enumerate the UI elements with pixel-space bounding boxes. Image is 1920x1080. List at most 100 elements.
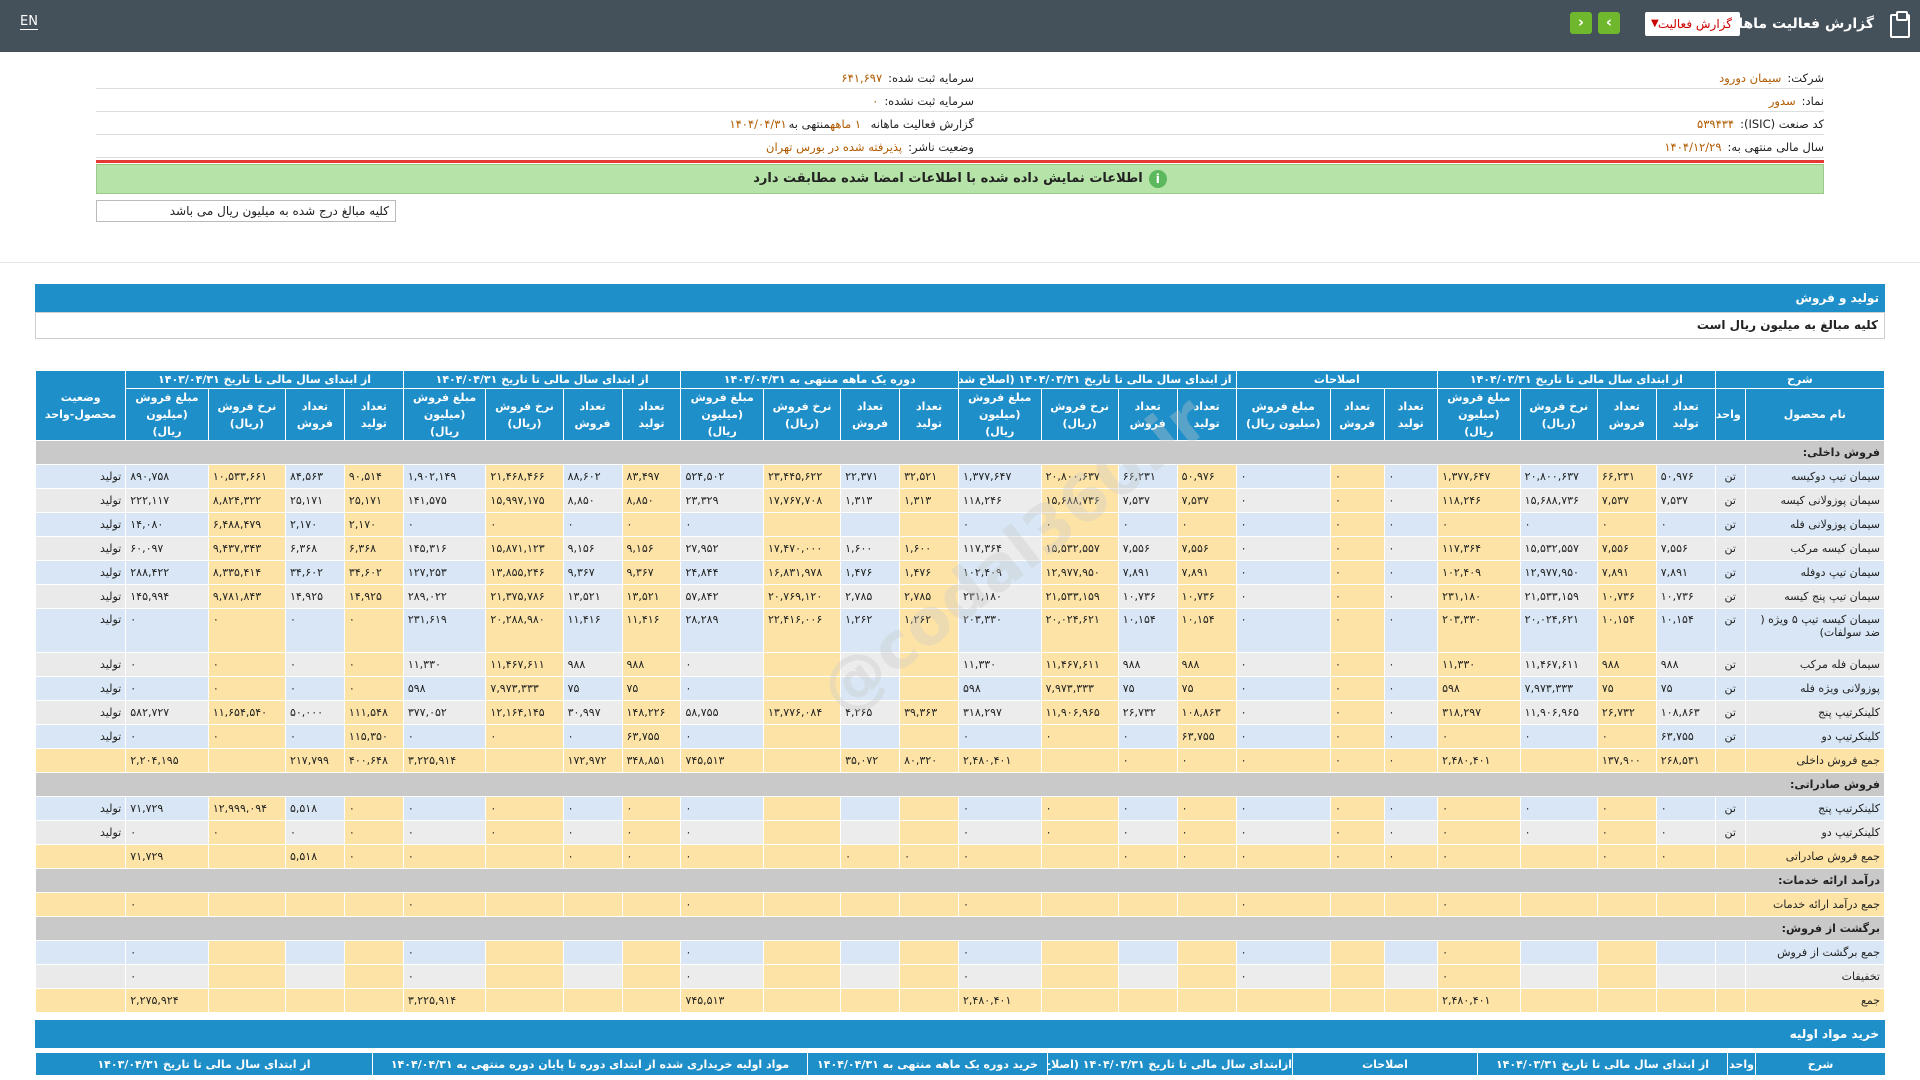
column-header: تعداد تولید bbox=[1383, 388, 1439, 441]
table-cell: ۱۱,۳۳۰ bbox=[402, 652, 487, 677]
table-cell bbox=[562, 988, 623, 1013]
product-name: تخفیفات bbox=[1744, 964, 1886, 989]
table-cell: ۰ bbox=[485, 820, 564, 845]
table-cell bbox=[899, 724, 959, 749]
table-cell: ۰ bbox=[1329, 464, 1385, 489]
table-cell: ۷,۸۹۱ bbox=[1655, 560, 1716, 585]
table-cell: ۰ bbox=[1176, 748, 1237, 773]
status-value: پذیرفته شده در بورس تهران bbox=[766, 140, 903, 154]
table-cell: ۱۱,۴۱۶ bbox=[562, 608, 623, 653]
table-cell bbox=[1117, 988, 1178, 1013]
table-cell: ۷۴۵,۵۱۳ bbox=[680, 988, 764, 1013]
table-cell: ۰ bbox=[680, 964, 764, 989]
table-cell: ۱۱۸,۲۴۶ bbox=[1437, 488, 1521, 513]
group-header: از ابتدای سال مالی تا تاریخ ۱۴۰۴/۰۴/۳۱ bbox=[402, 370, 682, 389]
table-cell: ۰ bbox=[1235, 820, 1331, 845]
product-status: تولید bbox=[34, 464, 127, 489]
table-cell: ۱۲۷,۲۵۳ bbox=[402, 560, 487, 585]
section-title: خرید مواد اولیه bbox=[1789, 1027, 1879, 1041]
table-cell bbox=[1519, 844, 1598, 869]
table-cell: ۸۰,۳۲۰ bbox=[899, 748, 959, 773]
table-cell: ۲۰۳,۳۳۰ bbox=[958, 608, 1042, 653]
table-cell: ۰ bbox=[680, 892, 764, 917]
table-cell: ۰ bbox=[125, 608, 209, 653]
table-cell bbox=[899, 940, 959, 965]
table-cell: ۰ bbox=[1519, 820, 1598, 845]
product-name: سیمان کیسه تیپ ۵ ویژه ( ضد سولفات) bbox=[1744, 608, 1886, 653]
table-cell: ۲۸۹,۰۲۲ bbox=[402, 584, 487, 609]
table-cell: ۰ bbox=[1596, 512, 1657, 537]
table-row: جمع فروش صادراتی ۰ ۰ ۰ ۰ ۰ ۰ ۰ ۰ ۰ ۰ ۰ ۰ ۰ ۰ ۰ ۰ ۵,۵۱۸ ۷۱,… bbox=[34, 844, 1886, 869]
report-type-select[interactable]: گزارش فعالیت ▼ bbox=[1645, 12, 1740, 36]
table-cell: ۰ bbox=[1117, 796, 1178, 821]
product-status: تولید bbox=[34, 820, 127, 845]
table-cell: ۲۷,۹۵۲ bbox=[680, 536, 764, 561]
product-status: تولید bbox=[34, 796, 127, 821]
column-header: تعداد تولید bbox=[1176, 388, 1237, 441]
table-cell: ۷,۵۳۷ bbox=[1655, 488, 1716, 513]
next-button[interactable]: › bbox=[1598, 12, 1620, 34]
table-cell: ۱۱,۴۶۷,۶۱۱ bbox=[1519, 652, 1598, 677]
table-cell: ۸۳,۴۹۷ bbox=[621, 464, 682, 489]
group-header: از ابتدای سال مالی تا تاریخ ۱۴۰۳/۰۴/۳۱ bbox=[35, 1052, 373, 1076]
table-cell: ۶۶,۲۳۱ bbox=[1117, 464, 1178, 489]
section-row-label: فروش داخلی: bbox=[35, 440, 1885, 465]
symbol-cell: نماد: سدور bbox=[1769, 94, 1824, 108]
table-row: سیمان کیسه مرکب تن ۷,۵۵۶ ۷,۵۵۶ ۱۵,۵۳۲,۵۵۷ ۱۱۷… bbox=[34, 536, 1886, 561]
table-cell: ۷,۵۵۶ bbox=[1655, 536, 1716, 561]
table-cell: ۱۰,۷۳۶ bbox=[1117, 584, 1178, 609]
table-cell: ۲۱,۵۳۳,۱۵۹ bbox=[1519, 584, 1598, 609]
table-cell bbox=[762, 988, 842, 1013]
table-cell: ۵۰,۹۷۶ bbox=[1176, 464, 1237, 489]
table-cell: ۱۰۲,۴۰۹ bbox=[958, 560, 1042, 585]
table-cell: ۲۲,۳۷۱ bbox=[840, 464, 901, 489]
group-header: شرح bbox=[1714, 370, 1886, 389]
status-cell: وضعیت ناشر: پذیرفته شده در بورس تهران bbox=[766, 140, 974, 154]
product-name: جمع برگشت از فروش bbox=[1744, 940, 1886, 965]
column-header: تعداد فروش bbox=[1329, 388, 1385, 441]
table-cell bbox=[207, 748, 286, 773]
column-header: نام محصول bbox=[1744, 388, 1886, 441]
company-value[interactable]: سیمان دورود bbox=[1719, 71, 1782, 85]
table-cell: ۰ bbox=[485, 724, 564, 749]
column-header: نرخ فروش (ریال) bbox=[762, 388, 842, 441]
product-unit: تن bbox=[1714, 700, 1746, 725]
previous-button[interactable]: ‹ bbox=[1570, 12, 1592, 34]
table-cell: ۷,۵۳۷ bbox=[1596, 488, 1657, 513]
report-end-label: منتهی به bbox=[788, 117, 831, 131]
product-status bbox=[34, 892, 127, 917]
table-cell: ۱۰,۷۳۶ bbox=[1655, 584, 1716, 609]
table-cell bbox=[1040, 892, 1119, 917]
table-cell: ۵۹۸ bbox=[1437, 676, 1521, 701]
table-cell: ۰ bbox=[343, 844, 404, 869]
table-cell: ۳۴,۶۰۲ bbox=[284, 560, 345, 585]
table-cell: ۶۳,۷۵۵ bbox=[1176, 724, 1237, 749]
table-cell: ۱,۶۰۰ bbox=[840, 536, 901, 561]
table-cell: ۷۱,۷۲۹ bbox=[125, 844, 209, 869]
table-cell: ۰ bbox=[1176, 512, 1237, 537]
language-switch[interactable]: EN bbox=[20, 14, 38, 30]
column-header: مبلغ فروش (میلیون ریال) bbox=[680, 388, 764, 441]
table-cell bbox=[562, 892, 623, 917]
table-cell: ۰ bbox=[621, 820, 682, 845]
section-row-label: برگشت از فروش: bbox=[35, 916, 1885, 941]
table-cell: ۳,۲۲۵,۹۱۴ bbox=[402, 988, 487, 1013]
table-cell: ۹۸۸ bbox=[1176, 652, 1237, 677]
symbol-value[interactable]: سدور bbox=[1768, 94, 1796, 108]
table-cell bbox=[840, 676, 901, 701]
table-row: کلینکرتیپ دو تن ۶۳,۷۵۵ ۰ ۰ ۰ ۰ ۰ ۰ ۶۳,۷۵۵ ۰ ۰ ۰ ۰ ۶۳,۷… bbox=[34, 724, 1886, 749]
table-cell: ۰ bbox=[284, 608, 345, 653]
product-name: کلینکرتیپ پنج bbox=[1744, 700, 1886, 725]
column-header: تعداد فروش bbox=[562, 388, 623, 441]
table-cell: ۲,۷۸۵ bbox=[899, 584, 959, 609]
isic-cell: کد صنعت (ISIC): ۵۳۹۴۳۴ bbox=[1697, 117, 1824, 131]
table-cell: ۰ bbox=[1437, 796, 1521, 821]
materials-table: شرح واحد از ابتدای سال مالی تا تاریخ ۱۴۰… bbox=[35, 1052, 1886, 1076]
table-cell: ۰ bbox=[1117, 844, 1178, 869]
table-cell bbox=[485, 748, 564, 773]
table-cell: ۲۳,۴۴۵,۶۲۲ bbox=[762, 464, 842, 489]
table-cell: ۵۹۸ bbox=[402, 676, 487, 701]
table-cell: ۰ bbox=[1383, 512, 1439, 537]
table-cell: ۸,۸۲۴,۳۲۲ bbox=[207, 488, 286, 513]
table-group-header: شرح از ابتدای سال مالی تا تاریخ ۱۴۰۴/۰۳/… bbox=[34, 370, 1886, 441]
